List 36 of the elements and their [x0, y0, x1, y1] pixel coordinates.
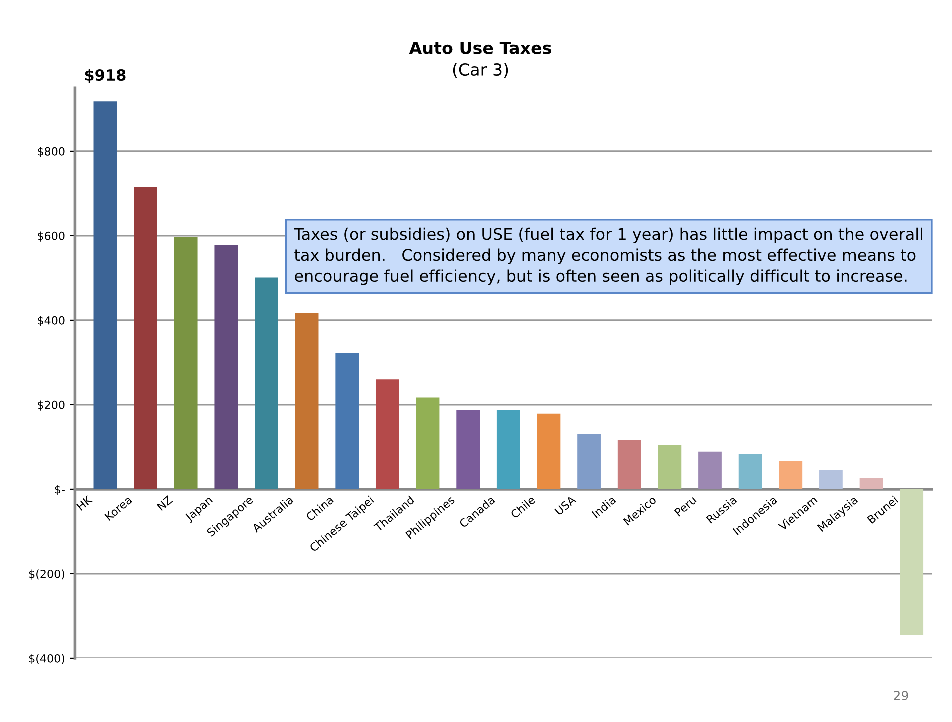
- y-tick-label: $400: [38, 316, 65, 326]
- bar: [820, 470, 843, 490]
- bar: [900, 489, 924, 636]
- bar: [174, 237, 198, 490]
- bar: [738, 454, 762, 490]
- y-tick-label: $(400): [29, 654, 65, 664]
- bar: [779, 461, 803, 490]
- bar: [214, 245, 238, 490]
- bar: [134, 186, 158, 490]
- bar: [295, 313, 319, 490]
- bar: [255, 278, 278, 490]
- bar: [698, 452, 722, 490]
- bar: [336, 353, 360, 490]
- bar: [618, 440, 642, 490]
- data-label: $918: [85, 69, 126, 84]
- bar: [860, 478, 884, 490]
- bar: [376, 380, 400, 490]
- chart-subtitle: (Car 3): [453, 63, 508, 78]
- chart-title: Auto Use Taxes: [409, 42, 552, 54]
- bar: [94, 102, 118, 490]
- bar: [456, 410, 480, 490]
- y-tick-label: $-: [55, 485, 65, 496]
- text: 29: [894, 691, 908, 701]
- bar: [537, 414, 561, 490]
- bar: [416, 398, 440, 490]
- x-tick-label: NZ: [156, 496, 174, 512]
- bar: [578, 434, 601, 490]
- x-tick-label: USA: [554, 495, 577, 516]
- annotation: Taxes (or subsidies) on USE (fuel tax for 1 year) has little impact on the overall tax burden. Considered by many economists as the most effective means to encourage fuel efficiency, but is often seen as politically difficult to increase.: [294, 228, 923, 286]
- bar: [496, 410, 520, 490]
- y-tick-label: $(200): [29, 570, 65, 580]
- x-tick-label: HK: [76, 495, 94, 511]
- y-tick-label: $800: [38, 147, 65, 158]
- y-tick-label: $600: [38, 232, 65, 242]
- bar: [658, 445, 682, 490]
- y-tick-label: $200: [38, 400, 65, 411]
